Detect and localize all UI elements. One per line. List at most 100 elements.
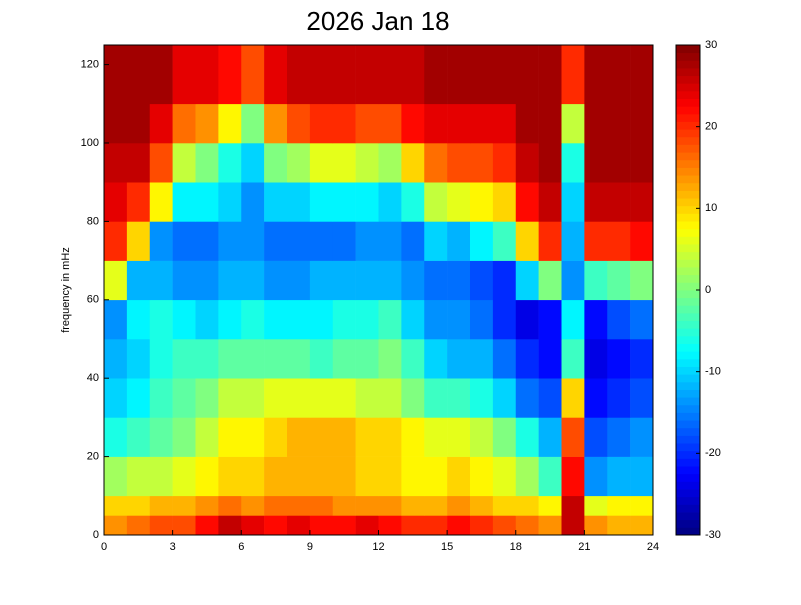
- heatmap-cell: [492, 45, 517, 105]
- heatmap-cell: [561, 495, 585, 516]
- heatmap-cell: [218, 299, 242, 340]
- heatmap-cell: [584, 143, 608, 183]
- heatmap-cell: [218, 378, 242, 418]
- heatmap-cell: [355, 495, 379, 516]
- heatmap-cell: [309, 103, 334, 144]
- heatmap-cell: [332, 45, 356, 105]
- heatmap-cell: [104, 221, 128, 261]
- heatmap-cell: [515, 143, 539, 183]
- heatmap-cell: [492, 495, 517, 516]
- heatmap-cell: [195, 515, 219, 536]
- colorbar-swatch: [676, 52, 700, 61]
- heatmap-cell: [470, 45, 494, 105]
- heatmap-cell: [515, 456, 539, 497]
- heatmap-cell: [104, 339, 128, 379]
- heatmap-cell: [126, 103, 151, 144]
- heatmap-cell: [401, 515, 425, 536]
- heatmap-cell: [492, 299, 517, 340]
- heatmap-cell: [355, 456, 379, 497]
- heatmap-cell: [264, 103, 288, 144]
- heatmap-cell: [538, 143, 562, 183]
- heatmap-cell: [355, 378, 379, 418]
- heatmap-cell: [424, 182, 448, 222]
- colorbar-swatch: [676, 435, 700, 444]
- heatmap-cell: [172, 339, 196, 379]
- heatmap-cell: [607, 299, 631, 340]
- heatmap-cell: [355, 143, 379, 183]
- heatmap-cell: [172, 182, 196, 222]
- y-tick-label: 0: [93, 529, 99, 541]
- colorbar-swatch: [676, 136, 700, 145]
- heatmap-cell: [378, 417, 402, 457]
- heatmap-cell: [561, 260, 585, 301]
- heatmap-cell: [287, 515, 311, 536]
- heatmap-cell: [424, 143, 448, 183]
- colorbar-swatch: [676, 205, 700, 214]
- heatmap-cell: [287, 143, 311, 183]
- heatmap-cell: [104, 45, 128, 105]
- heatmap-cell: [630, 339, 654, 379]
- heatmap-cell: [172, 299, 196, 340]
- heatmap-cell: [447, 143, 471, 183]
- heatmap-cell: [104, 417, 128, 457]
- heatmap-cell: [332, 143, 356, 183]
- colorbar-swatch: [676, 159, 700, 168]
- heatmap-cell: [447, 495, 471, 516]
- colorbar-swatch: [676, 244, 700, 253]
- x-tick-label: 6: [238, 541, 244, 553]
- heatmap-cell: [607, 515, 631, 536]
- heatmap-cell: [630, 495, 654, 516]
- heatmap-cell: [538, 515, 562, 536]
- colorbar-swatch: [676, 213, 700, 222]
- heatmap-cell: [332, 378, 356, 418]
- heatmap-cell: [172, 221, 196, 261]
- heatmap-cell: [515, 221, 539, 261]
- colorbar-swatch: [676, 427, 700, 436]
- heatmap-cell: [332, 515, 356, 536]
- heatmap-cell: [424, 417, 448, 457]
- colorbar-tick-label: -10: [705, 366, 721, 378]
- heatmap-cell: [401, 143, 425, 183]
- heatmap-cell: [218, 45, 242, 105]
- heatmap-cell: [218, 221, 242, 261]
- heatmap-cell: [630, 103, 654, 144]
- colorbar-swatch: [676, 259, 700, 268]
- heatmap-cell: [355, 221, 379, 261]
- heatmap-cell: [447, 221, 471, 261]
- heatmap-cell: [584, 417, 608, 457]
- heatmap-cell: [241, 515, 265, 536]
- heatmap-cell: [401, 299, 425, 340]
- y-tick-label: 100: [81, 137, 99, 149]
- colorbar-swatch: [676, 113, 700, 122]
- heatmap-cell: [515, 103, 539, 144]
- heatmap-cell: [401, 182, 425, 222]
- y-axis-label: frequency in mHz: [60, 247, 72, 333]
- heatmap-cell: [630, 221, 654, 261]
- heatmap-cell: [401, 495, 425, 516]
- x-tick-label: 18: [510, 541, 522, 553]
- heatmap-cell: [309, 339, 334, 379]
- heatmap-cell: [172, 456, 196, 497]
- heatmap-cell: [515, 378, 539, 418]
- colorbar-swatch: [676, 374, 700, 383]
- colorbar-swatch: [676, 236, 700, 245]
- heatmap-cell: [218, 103, 242, 144]
- heatmap-cell: [424, 221, 448, 261]
- heatmap-cell: [287, 299, 311, 340]
- heatmap-cell: [241, 299, 265, 340]
- heatmap-cell: [492, 182, 517, 222]
- heatmap-cell: [195, 260, 219, 301]
- heatmap-cell: [492, 515, 517, 536]
- heatmap-cell: [287, 378, 311, 418]
- colorbar-swatch: [676, 282, 700, 291]
- heatmap-cell: [561, 299, 585, 340]
- heatmap-cell: [126, 495, 151, 516]
- heatmap-cell: [126, 417, 151, 457]
- heatmap-cell: [126, 143, 151, 183]
- heatmap-cell: [447, 260, 471, 301]
- heatmap-cell: [104, 260, 128, 301]
- colorbar-swatch: [676, 527, 700, 536]
- colorbar-swatch: [676, 228, 700, 237]
- colorbar-swatch: [676, 496, 700, 505]
- heatmap-cell: [104, 456, 128, 497]
